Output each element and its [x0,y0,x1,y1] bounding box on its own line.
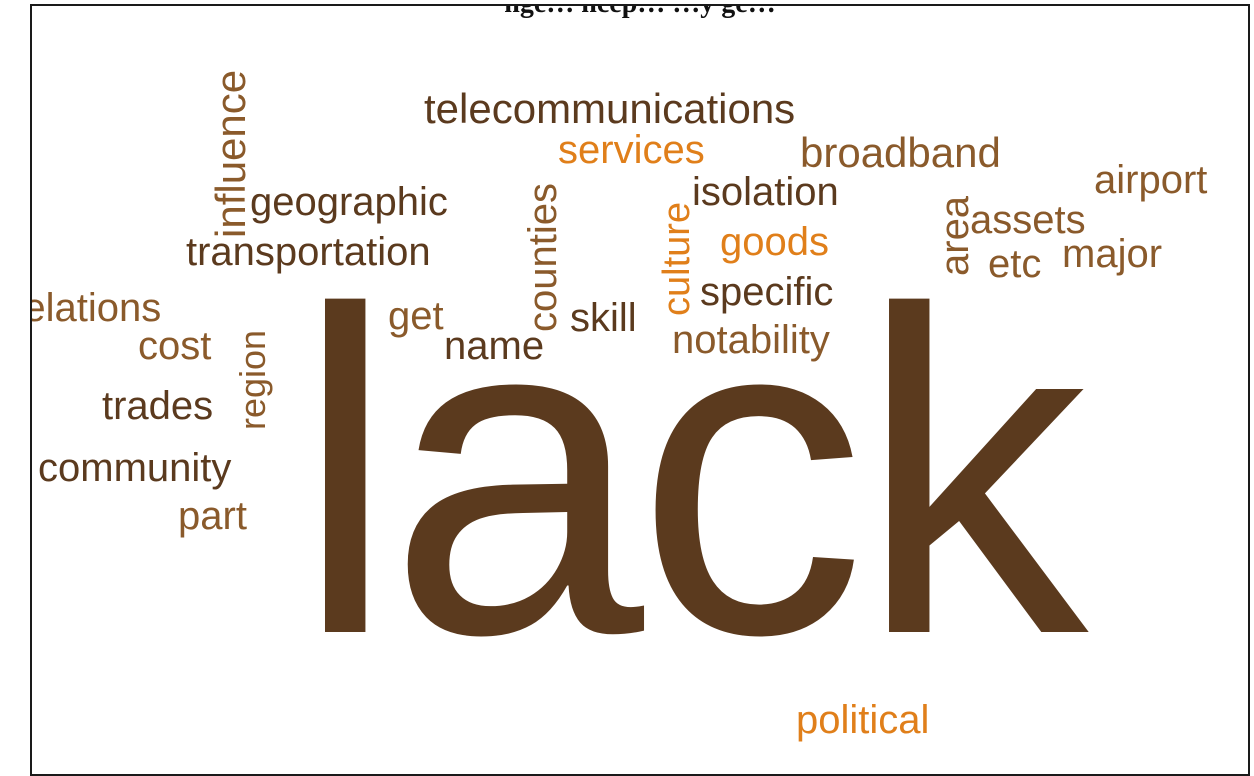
word-part: part [178,494,247,538]
word-influence: influence [207,69,254,238]
word-major: major [1062,232,1163,276]
word-airport: airport [1094,158,1208,202]
word-political: political [796,698,930,742]
figure-title: nge… ncep… …y ge… [32,6,1248,18]
word-skill: skill [570,296,637,340]
word-culture: culture [656,201,698,316]
word-relations: relations [32,286,162,330]
word-area: area [933,195,977,276]
word-trades: trades [102,384,214,428]
word-community: community [38,446,232,490]
word-etc: etc [988,242,1042,286]
word-telecommunications: telecommunications [424,85,796,132]
word-isolation: isolation [692,170,839,214]
word-assets: assets [970,198,1086,242]
word-cloud-frame: nge… ncep… …y ge… lack influence countie… [30,4,1250,776]
word-lack: lack [294,217,1088,730]
word-get: get [388,294,444,338]
word-region: region [232,329,273,430]
word-specific: specific [700,270,834,314]
word-transportation: transportation [186,230,431,274]
word-geographic: geographic [250,180,448,224]
word-counties: counties [521,183,565,332]
word-goods: goods [720,220,829,264]
word-name: name [444,324,545,368]
word-notability: notability [672,318,830,362]
word-cost: cost [138,324,212,368]
word-broadband: broadband [800,129,1001,176]
word-services: services [558,128,705,172]
